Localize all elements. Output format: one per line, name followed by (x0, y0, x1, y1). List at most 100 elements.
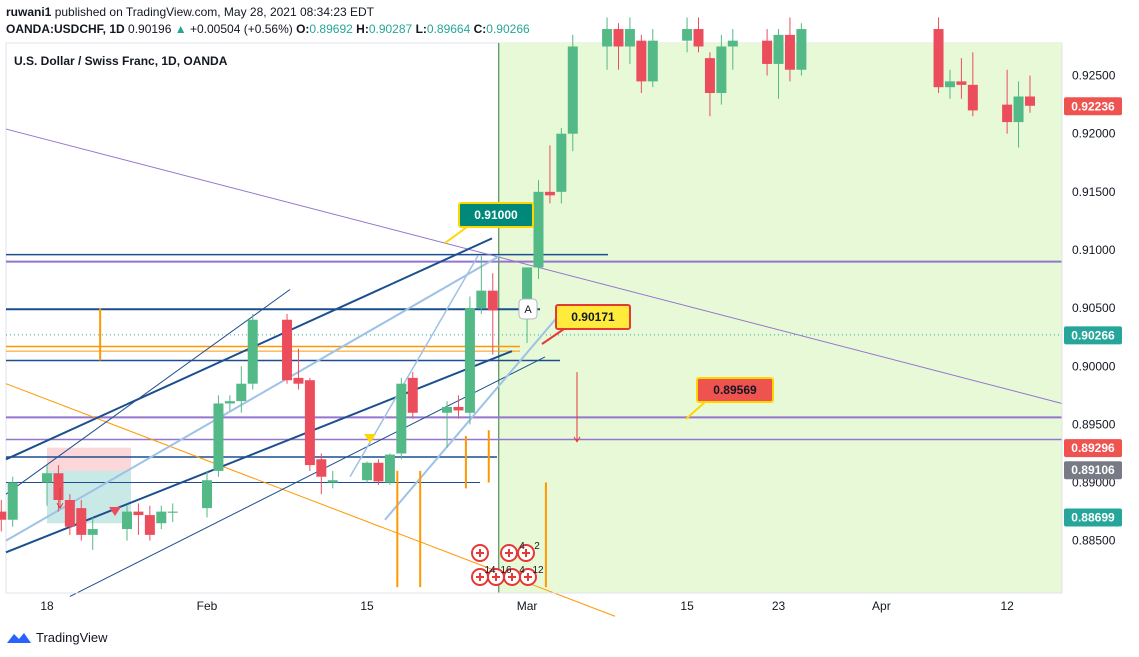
candles-layer (0, 17, 1035, 550)
event-count: 2 (534, 541, 540, 552)
candle-body (87, 529, 98, 535)
candle-body (327, 480, 338, 483)
event-count: 12 (532, 565, 544, 576)
event-plus-icon (522, 549, 530, 557)
marker-a-label: A (524, 304, 532, 316)
brand-name[interactable]: TradingView (36, 630, 108, 645)
candle-body (7, 482, 18, 520)
candle-body (567, 46, 578, 134)
candle-body (304, 380, 315, 466)
candle-body (156, 511, 167, 524)
high-value: 0.90287 (368, 22, 413, 36)
time-tick-label: Mar (517, 599, 538, 613)
candle-body (42, 473, 52, 483)
time-tick-label: Feb (197, 599, 218, 613)
price-axis-badge (1064, 508, 1122, 527)
event-count: 14 (484, 565, 496, 576)
candle-body (282, 319, 293, 381)
channel-lower-line (5, 350, 513, 554)
time-tick-label: 23 (772, 599, 786, 613)
price-axis-badge-label: 0.88699 (1071, 511, 1115, 525)
marker-a-box (518, 298, 538, 320)
candle-body (133, 511, 144, 516)
candle-body (122, 511, 133, 530)
price-tick-label: 0.90000 (1072, 359, 1116, 373)
callout-box (458, 202, 534, 228)
candle-body (396, 383, 407, 454)
footer: TradingView (6, 630, 108, 645)
candle-body (624, 29, 635, 47)
candle-body (293, 377, 304, 384)
range-box-top (47, 447, 132, 471)
time-tick-label: 15 (360, 599, 374, 613)
time-axis[interactable]: 18 Feb 15 Mar 15 23 Apr 12 (40, 599, 1014, 613)
red-arrow-head-icon (56, 502, 64, 510)
open-value: 0.89692 (309, 22, 353, 36)
close-label: C: (473, 22, 487, 36)
candle-body (64, 499, 75, 527)
candle-body (453, 406, 464, 411)
publish-info: ruwani1 published on TradingView.com, Ma… (6, 5, 374, 19)
candle-body (0, 511, 7, 520)
candle-body (682, 29, 693, 41)
candle-body (556, 133, 567, 192)
event-plus-icon (524, 573, 532, 581)
time-tick-label: 15 (680, 599, 694, 613)
open-label: O: (296, 22, 310, 36)
tradingview-logo-icon[interactable] (6, 631, 32, 645)
low-value: 0.89664 (426, 22, 471, 36)
triangle-marker-icon (364, 434, 376, 443)
price-change: +0.00504 (+0.56%) (189, 22, 293, 36)
event-count: 4 (519, 541, 525, 552)
triangle-marker-icon (109, 507, 121, 516)
publish-text: published on TradingView.com, May 28, 20… (54, 5, 375, 19)
candle-body (167, 511, 178, 513)
candle-body (544, 191, 555, 196)
candle-body (773, 34, 784, 64)
candle-body (636, 40, 647, 82)
callout-box (555, 304, 631, 330)
price-axis-badge (1064, 439, 1122, 458)
price-axis-badge (1064, 326, 1122, 345)
candle-body (602, 29, 613, 47)
callout-pointer (685, 401, 706, 420)
event-plus-icon (476, 573, 484, 581)
candle-body (362, 462, 373, 481)
candle-body (487, 290, 498, 311)
price-tick-label: 0.91500 (1072, 185, 1116, 199)
candle-body (956, 81, 967, 85)
high-label: H: (356, 22, 369, 36)
ohlc-line: OANDA:USDCHF, 1D 0.90196 ▲ +0.00504 (+0.… (6, 22, 530, 36)
candle-body (476, 290, 487, 309)
price-tick-label: 0.92500 (1072, 69, 1116, 83)
candle-body (384, 454, 395, 483)
callout-pointer (444, 226, 468, 244)
candle-body (144, 515, 155, 535)
candle-body (727, 40, 738, 47)
light-channel-line (384, 313, 561, 521)
callout-pointer (541, 328, 565, 345)
event-plus-icon (476, 549, 484, 557)
candle-body (784, 34, 795, 70)
candle-body (933, 29, 944, 88)
candle-body (762, 40, 773, 64)
candle-body (213, 403, 224, 471)
event-plus-icon (492, 573, 500, 581)
price-axis[interactable]: 0.92500 0.92000 0.91500 0.91000 0.90500 0.900… (1064, 69, 1122, 548)
callout-box (696, 377, 774, 403)
author-name[interactable]: ruwani1 (6, 5, 52, 19)
candle-body (522, 267, 533, 311)
candle-body (704, 58, 715, 93)
candle-body (373, 462, 384, 482)
candle-body (613, 29, 624, 47)
low-label: L: (415, 22, 427, 36)
light-channel-line (5, 254, 501, 542)
candle-body (407, 377, 418, 413)
time-tick-label: Apr (872, 599, 891, 613)
price-axis-badge (1064, 97, 1122, 116)
candle-body (442, 406, 453, 413)
candle-body (76, 508, 87, 535)
candle-body (1013, 96, 1024, 123)
